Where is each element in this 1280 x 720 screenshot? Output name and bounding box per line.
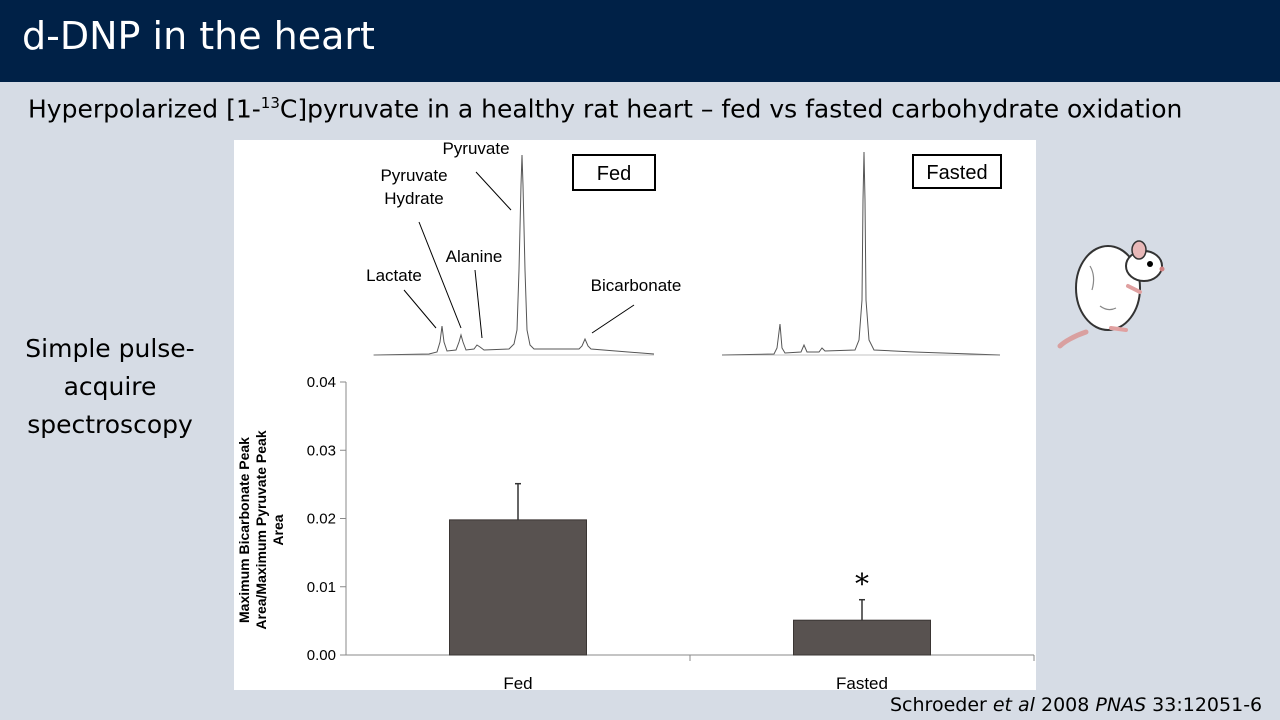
y-axis-label-line3: Area: [270, 514, 286, 545]
alanine-pointer: [474, 269, 483, 339]
rat-ear: [1131, 240, 1147, 260]
x-tick-labels: Fed Fasted: [503, 674, 888, 690]
y-axis-label-line2: Area/Maximum Pyruvate Peak: [253, 430, 269, 629]
y-tick-label: 0.02: [307, 511, 336, 528]
rat-nose: [1159, 266, 1165, 272]
bar-chart: Maximum Bicarbonate Peak Area/Maximum Py…: [236, 374, 1035, 690]
fasted-spectrum: Fasted: [721, 151, 1002, 356]
subtitle-superscript: 13: [260, 94, 280, 112]
y-tick-label: 0.00: [307, 647, 336, 664]
figure-svg: Fed Pyruvate Pyruvate Hydrate Alanine La…: [236, 140, 1035, 690]
citation-journal: PNAS: [1095, 694, 1147, 716]
subtitle-end: C]pyruvate in a healthy rat heart – fed …: [279, 94, 1183, 124]
y-tick-label: 0.03: [307, 442, 336, 459]
bar: [793, 619, 931, 656]
figure-panel: Fed Pyruvate Pyruvate Hydrate Alanine La…: [234, 140, 1036, 690]
rat-body: [1075, 245, 1141, 331]
pyruvate-label: Pyruvate: [442, 140, 509, 158]
fasted-box: [912, 154, 1002, 189]
citation-ref: 33:12051-6: [1146, 694, 1263, 716]
x-tick-label: Fasted: [836, 674, 888, 690]
pyruvate-hydrate-label-line2: Hydrate: [384, 189, 444, 208]
fasted-spectrum-trace: [721, 151, 1001, 356]
bar: [449, 519, 587, 656]
y-ticks: 0.00 0.01 0.02 0.03 0.04: [307, 374, 346, 664]
y-axis-label-line1: Maximum Bicarbonate Peak: [236, 437, 252, 623]
pyruvate-hydrate-label-line1: Pyruvate: [380, 166, 447, 185]
slide-subtitle: Hyperpolarized [1-13C]pyruvate in a heal…: [28, 94, 1182, 123]
fed-spectrum: Fed Pyruvate Pyruvate Hydrate Alanine La…: [366, 140, 682, 356]
significance-marker: *: [855, 568, 869, 601]
bicarbonate-pointer: [591, 304, 635, 334]
y-tick-label: 0.04: [307, 374, 336, 391]
bars: *: [449, 482, 931, 656]
subtitle-start: Hyperpolarized [1-: [28, 94, 261, 124]
y-tick-label: 0.01: [307, 579, 336, 596]
bicarbonate-label: Bicarbonate: [591, 276, 682, 295]
fasted-box-label: Fasted: [926, 162, 987, 184]
slide-title: d-DNP in the heart: [22, 14, 375, 58]
rat-tail: [1057, 329, 1089, 349]
title-bar: d-DNP in the heart: [0, 0, 1280, 82]
alanine-label: Alanine: [446, 247, 503, 266]
rat-eye: [1147, 261, 1153, 267]
fed-spectrum-trace: [373, 154, 655, 356]
side-text: Simple pulse-acquire spectroscopy: [25, 334, 195, 439]
citation: Schroeder et al 2008 PNAS 33:12051-6: [890, 694, 1262, 716]
x-tick-label: Fed: [503, 674, 532, 690]
lactate-label: Lactate: [366, 266, 422, 285]
rat-illustration: [1057, 240, 1165, 349]
fed-box-label: Fed: [597, 163, 631, 185]
rat-foot: [1109, 326, 1128, 332]
pyruvate-pointer: [475, 171, 512, 211]
lactate-pointer: [403, 289, 437, 329]
citation-authors: Schroeder: [890, 694, 993, 716]
rat-fur-lines: [1089, 265, 1117, 311]
fed-box: [572, 154, 656, 191]
rat-paw: [1126, 284, 1142, 294]
citation-year: 2008: [1034, 694, 1096, 716]
hydrate-pointer: [418, 221, 462, 329]
citation-etal: et al: [992, 694, 1035, 716]
